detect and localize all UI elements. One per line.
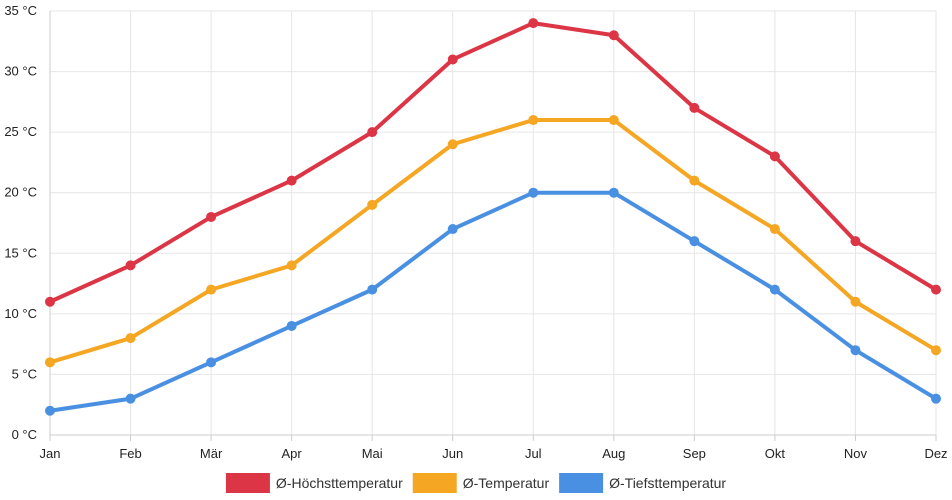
data-point[interactable] [206,357,217,368]
y-axis: 0 °C 5 °C 10 °C 15 °C 20 °C 25 °C 30 °C 35 °C [4,3,51,442]
x-tick-label: Dez [924,446,947,461]
legend-item[interactable]: Ø-Tiefsttemperatur [559,473,726,493]
x-tick-label: Jun [442,446,463,461]
data-point[interactable] [931,345,941,356]
data-point[interactable] [689,102,700,113]
data-point[interactable] [850,296,861,307]
y-tick-label: 0 °C [12,427,37,442]
data-point[interactable] [850,345,861,356]
x-tick-label: Nov [844,446,868,461]
data-point[interactable] [45,296,55,307]
data-point[interactable] [931,284,941,295]
x-tick-label: Jan [40,446,61,461]
data-point[interactable] [769,284,780,295]
legend-swatch [559,473,604,493]
legend-swatch [225,473,270,493]
data-point[interactable] [689,236,700,247]
series-line [48,21,938,304]
y-tick-label: 10 °C [4,306,37,321]
data-point[interactable] [286,260,297,271]
series-line [48,190,938,413]
data-point[interactable] [45,357,55,368]
legend-label: Ø-Tiefsttemperatur [609,475,726,491]
data-point[interactable] [125,393,136,404]
data-point[interactable] [689,175,700,186]
x-tick-label: Jul [525,446,542,461]
y-tick-label: 35 °C [4,3,37,18]
legend-label: Ø-Höchsttemperatur [276,475,403,491]
y-tick-label: 25 °C [4,124,37,139]
x-tick-label: Sep [683,446,706,461]
x-tick-label: Aug [602,446,625,461]
data-point[interactable] [447,139,458,150]
data-point[interactable] [608,115,619,126]
data-point[interactable] [931,393,941,404]
data-point[interactable] [528,187,539,198]
data-point[interactable] [608,187,619,198]
data-point[interactable] [769,224,780,235]
data-point[interactable] [125,260,136,271]
data-point[interactable] [286,320,297,331]
data-point[interactable] [286,175,297,186]
data-point[interactable] [850,236,861,247]
data-point[interactable] [367,127,378,138]
data-point[interactable] [367,199,378,210]
x-tick-label: Mär [200,446,223,461]
data-point[interactable] [769,151,780,162]
x-tick-label: Mai [362,446,383,461]
data-point[interactable] [367,284,378,295]
x-axis: Jan Feb Mär Apr Mai Jun Jul Aug Sep Okt Nov Dez [40,434,948,461]
data-point[interactable] [447,54,458,65]
legend-item[interactable]: Ø-Höchsttemperatur [225,473,403,493]
y-tick-label: 20 °C [4,185,37,200]
data-point[interactable] [528,18,539,29]
x-tick-label: Feb [119,446,141,461]
y-tick-label: 5 °C [12,366,37,381]
data-point[interactable] [608,30,619,41]
y-tick-label: 30 °C [4,64,37,79]
x-tick-label: Apr [282,446,303,461]
series-line [48,118,938,365]
series-group [45,115,941,368]
data-point[interactable] [447,224,458,235]
legend-item[interactable]: Ø-Temperatur [412,473,550,493]
data-point[interactable] [528,115,539,126]
y-tick-label: 15 °C [4,245,37,260]
data-point[interactable] [206,284,217,295]
series-area [45,18,941,416]
series-group [45,187,941,416]
data-point[interactable] [45,405,55,416]
legend-swatch [412,473,457,493]
legend-label: Ø-Temperatur [463,475,550,491]
grid [49,10,937,436]
legend: Ø-Höchsttemperatur Ø-Temperatur Ø-Tiefstte… [225,473,726,493]
data-point[interactable] [125,333,136,344]
x-tick-label: Okt [765,446,786,461]
series-group [45,18,941,307]
data-point[interactable] [206,211,217,222]
